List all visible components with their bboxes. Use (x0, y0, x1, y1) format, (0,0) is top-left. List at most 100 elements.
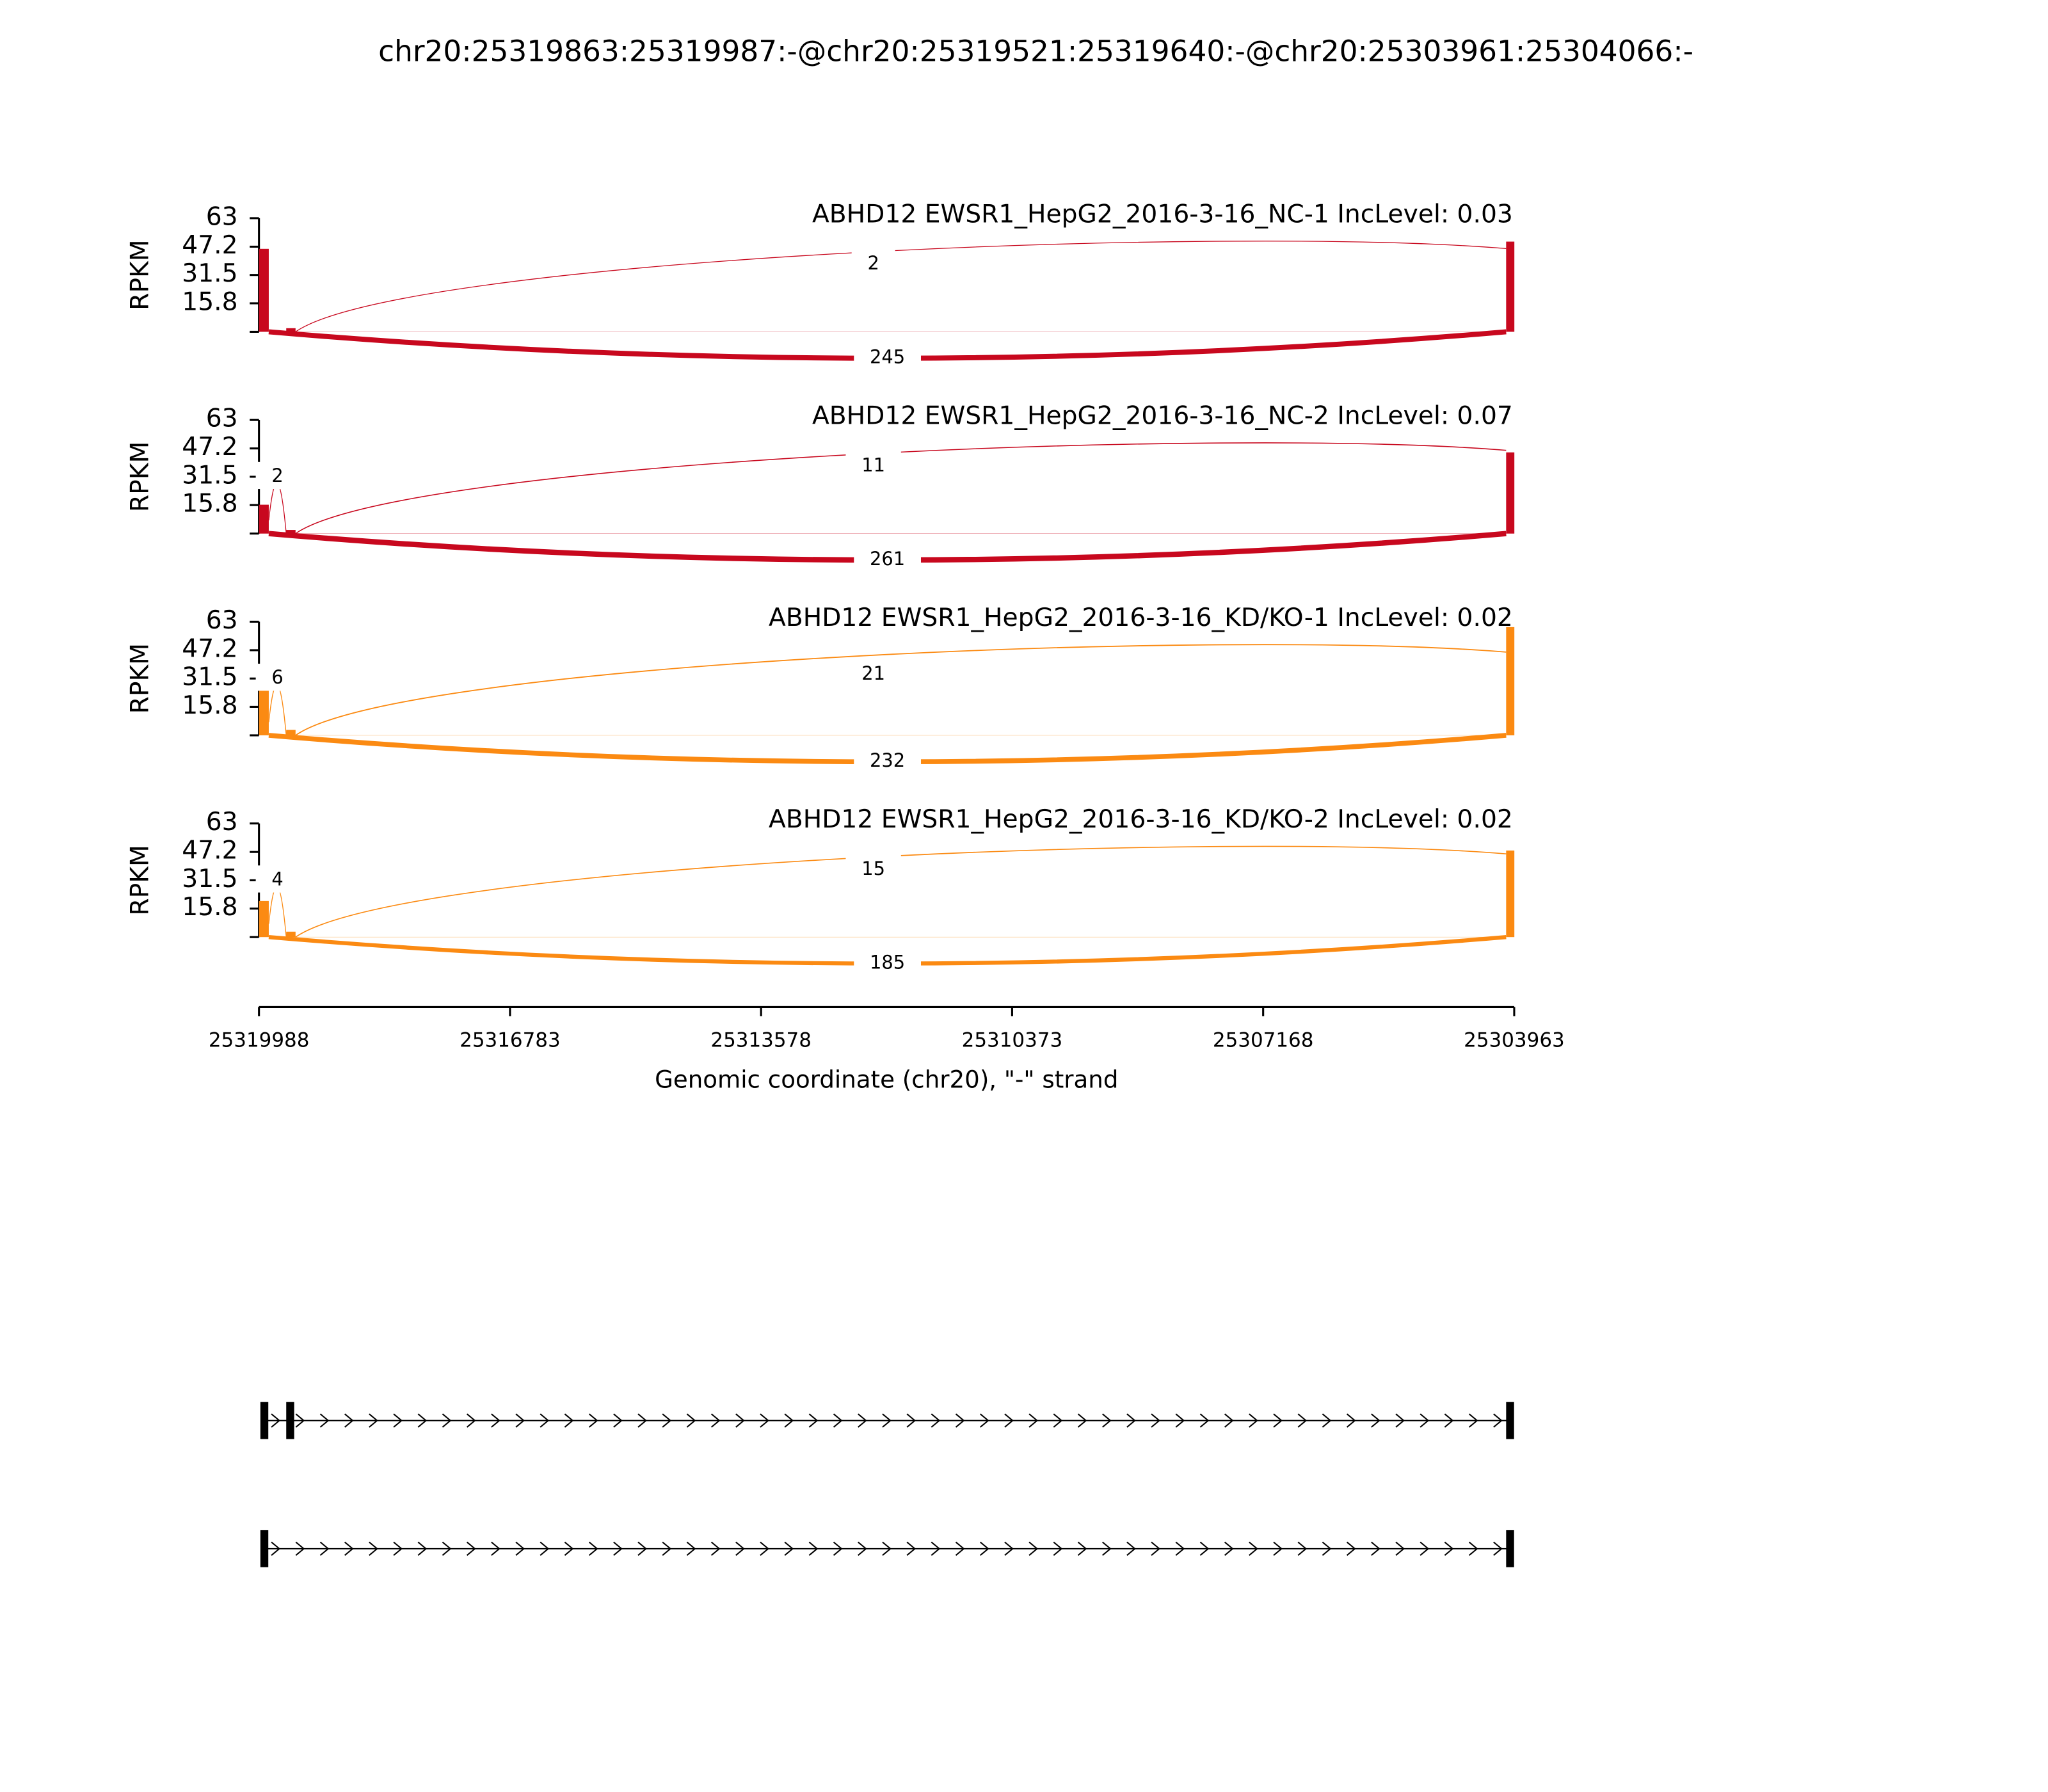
junction-label: 2 (271, 465, 283, 486)
coverage-bar (286, 530, 296, 534)
strand-chevron (540, 1541, 550, 1556)
strand-chevron (833, 1413, 843, 1428)
junction-arc (295, 241, 1507, 332)
strand-chevron (1420, 1413, 1430, 1428)
y-axis-label: RPKM (125, 643, 154, 714)
junction-label-bg (845, 659, 901, 687)
strand-chevron (466, 1413, 476, 1428)
junction-arc (268, 684, 287, 736)
exon (1506, 1530, 1514, 1567)
strand-chevron (515, 1413, 525, 1428)
exon (1506, 1402, 1514, 1439)
junction-label-bg (854, 948, 921, 976)
strand-chevron (1224, 1413, 1234, 1428)
junction-label-bg (845, 451, 901, 479)
x-tick-label: 25316783 (460, 1029, 561, 1052)
strand-chevron (637, 1541, 647, 1556)
junction-arc (268, 886, 287, 938)
junction-label: 4 (271, 868, 283, 890)
strand-chevron (906, 1413, 916, 1428)
strand-chevron (662, 1541, 672, 1556)
coverage-bar (286, 931, 296, 938)
coverage-bar (259, 900, 269, 938)
strand-chevron (564, 1541, 574, 1556)
y-tick-label: 31.5 (182, 259, 237, 288)
y-tick-label: 31.5 (182, 461, 237, 490)
strand-chevron (686, 1541, 696, 1556)
exon (286, 1402, 294, 1439)
coverage-bar (259, 248, 269, 332)
y-tick-label: 15.8 (182, 287, 237, 316)
y-tick-label: 63 (206, 606, 238, 635)
junction-label: 11 (861, 454, 885, 476)
strand-chevron (393, 1413, 403, 1428)
strand-chevron (491, 1541, 500, 1556)
y-tick-label: 63 (206, 202, 238, 231)
strand-chevron (833, 1541, 843, 1556)
strand-chevron (613, 1541, 623, 1556)
strand-chevron (1249, 1413, 1258, 1428)
strand-chevron (271, 1413, 281, 1428)
junction-arc (295, 644, 1507, 736)
strand-chevron (319, 1541, 330, 1556)
strand-chevron (1346, 1413, 1356, 1428)
coverage-bar (1506, 850, 1515, 938)
strand-chevron (1468, 1413, 1478, 1428)
y-tick-label: 63 (206, 404, 238, 433)
junction-label: 232 (870, 749, 905, 771)
strand-chevron (1322, 1413, 1332, 1428)
strand-chevron (1297, 1541, 1308, 1556)
exon (260, 1530, 269, 1567)
strand-chevron (540, 1413, 550, 1428)
coverage-bar (1506, 452, 1515, 534)
strand-chevron (808, 1541, 819, 1556)
strand-chevron (344, 1541, 354, 1556)
strand-chevron (760, 1541, 769, 1556)
strand-chevron (1346, 1541, 1356, 1556)
strand-chevron (931, 1541, 941, 1556)
junction-label-bg (255, 865, 300, 893)
strand-chevron (1273, 1413, 1283, 1428)
strand-chevron (1101, 1413, 1112, 1428)
strand-chevron (1444, 1413, 1454, 1428)
strand-chevron (808, 1413, 819, 1428)
y-axis-label: RPKM (125, 845, 154, 915)
strand-chevron (1420, 1541, 1430, 1556)
junction-label-bg (851, 250, 895, 277)
strand-chevron (1199, 1541, 1210, 1556)
strand-chevron (588, 1413, 598, 1428)
chart-title: chr20:25319863:25319987:-@chr20:25319521… (378, 34, 1693, 68)
strand-chevron (882, 1541, 892, 1556)
strand-chevron (1077, 1413, 1087, 1428)
strand-chevron (735, 1413, 745, 1428)
y-tick-label: 47.2 (182, 433, 237, 461)
junction-label: 261 (870, 548, 905, 570)
coverage-bar (259, 685, 269, 735)
junction-arc (295, 845, 1507, 938)
junction-label-bg (255, 664, 300, 691)
x-tick-label: 25319988 (209, 1029, 310, 1052)
strand-chevron (637, 1413, 647, 1428)
junction-label: 15 (861, 858, 885, 879)
strand-chevron (466, 1541, 476, 1556)
strand-chevron (393, 1541, 403, 1556)
strand-chevron (735, 1541, 745, 1556)
junction-arc (295, 442, 1507, 534)
y-axis-label: RPKM (125, 239, 154, 310)
strand-chevron (1126, 1413, 1136, 1428)
y-tick-label: 31.5 (182, 865, 237, 893)
junction-label: 245 (870, 346, 905, 368)
strand-chevron (417, 1413, 428, 1428)
strand-chevron (1322, 1541, 1332, 1556)
junction-label-bg (854, 545, 921, 573)
y-tick-label: 47.2 (182, 836, 237, 865)
strand-chevron (1175, 1541, 1185, 1556)
coverage-bar (1506, 241, 1515, 332)
strand-chevron (980, 1413, 989, 1428)
strand-chevron (1101, 1541, 1112, 1556)
strand-chevron (515, 1541, 525, 1556)
strand-chevron (1273, 1541, 1283, 1556)
y-tick-label: 15.8 (182, 691, 237, 720)
x-tick-label: 25303963 (1464, 1029, 1565, 1052)
strand-chevron (369, 1541, 378, 1556)
